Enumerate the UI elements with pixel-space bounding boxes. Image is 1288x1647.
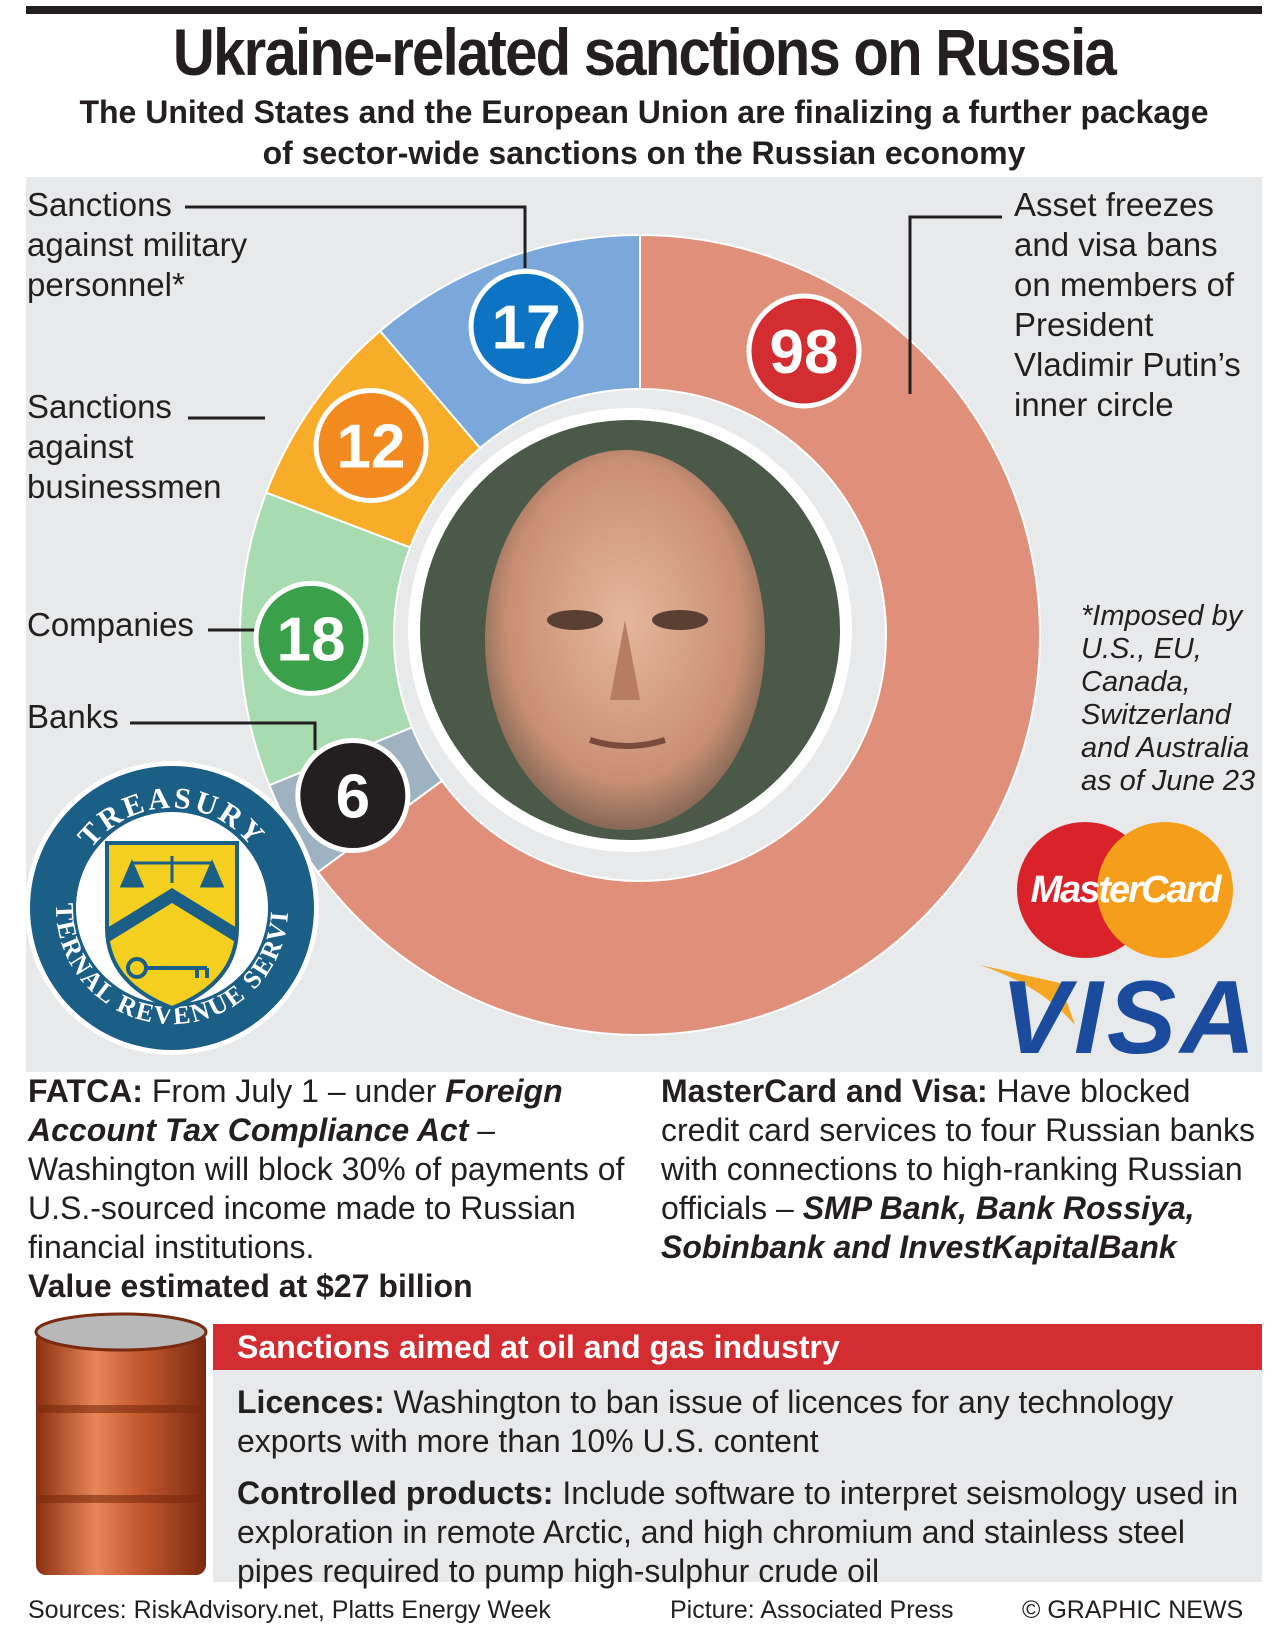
nose — [610, 620, 640, 700]
mastercard-logo: MasterCard — [1017, 822, 1233, 958]
mouth — [589, 737, 666, 749]
page-title: Ukraine-related sanctions on Russia — [172, 15, 1117, 89]
oil-barrel-icon — [34, 1312, 208, 1575]
label-banks: Banks — [27, 698, 119, 735]
visa-wordmark: VISA — [1001, 965, 1260, 1065]
badge-value-asset-freezes-and-visa-bans-on: 98 — [770, 318, 839, 387]
fatca-text: FATCA: From July 1 – under Foreign Accou… — [28, 1073, 625, 1304]
badge-value-sanctions-against-businessmen: 12 — [337, 413, 406, 482]
leader-line-military — [185, 205, 527, 268]
badge-value-banks: 6 — [336, 763, 370, 832]
footer-sources: Sources: RiskAdvisory.net, Platts Energy… — [28, 1596, 551, 1624]
page-subtitle: The United States and the European Union… — [79, 94, 1209, 171]
right-eye — [652, 610, 708, 630]
scales-icon — [119, 856, 225, 888]
badge-value-sanctions-against-military-per: 17 — [492, 293, 561, 362]
badge-value-companies: 18 — [277, 605, 346, 674]
treasury-seal-logo: TREASURY INTERNAL REVENUE SERVICE — [22, 758, 319, 1055]
label-companies: Companies — [27, 606, 194, 643]
footnote: *Imposed by U.S., EU, Canada, Switzerlan… — [1081, 600, 1256, 797]
footer-copyright: © GRAPHIC NEWS — [1022, 1596, 1244, 1624]
label-inner-circle: Asset freezes and visa bans on members o… — [1014, 186, 1241, 423]
badge-asset-freezes-and-visa-bans-on — [746, 293, 862, 409]
controlled-products-text: Controlled products: Include software to… — [237, 1475, 1239, 1589]
badge-sanctions-against-businessmen — [313, 388, 429, 504]
top-rule — [26, 6, 1262, 14]
leader-line-banks — [130, 721, 317, 750]
chevron-icon — [107, 888, 237, 943]
portrait — [408, 408, 852, 852]
left-eye — [547, 610, 603, 630]
badge-banks — [295, 738, 411, 854]
leader-line-inner-circle — [908, 215, 1002, 394]
badge-companies — [253, 580, 369, 696]
visa-swoosh — [980, 965, 1075, 1025]
cards-text: MasterCard and Visa: Have blocked credit… — [661, 1073, 1256, 1265]
label-businessmen: Sanctions against businessmen — [27, 388, 222, 505]
donut-slice-asset-freezes-and-visa-bans-on — [316, 233, 1041, 1036]
key-icon — [126, 957, 209, 979]
badge-sanctions-against-military-per — [468, 268, 584, 384]
oil-gas-header: Sanctions aimed at oil and gas industry — [213, 1324, 1262, 1370]
licences-text: Licences: Washington to ban issue of lic… — [237, 1384, 1174, 1459]
mastercard-wordmark: MasterCard — [1030, 869, 1222, 911]
visa-logo: VISA — [980, 965, 1260, 1065]
label-military: Sanctions against military personnel* — [27, 186, 248, 303]
footer-picture-credit: Picture: Associated Press — [670, 1596, 954, 1624]
